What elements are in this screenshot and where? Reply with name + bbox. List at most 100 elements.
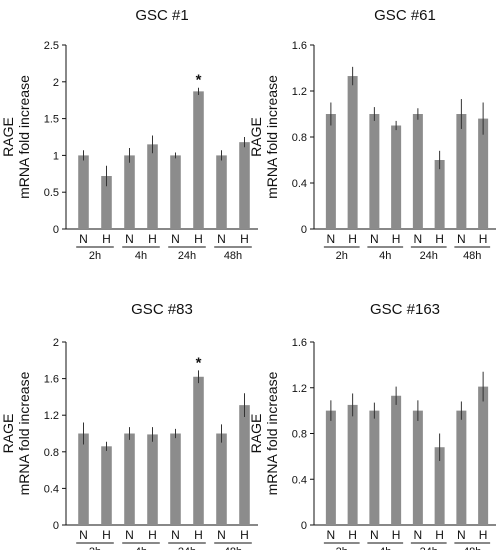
y-tick-label: 0 [53,520,59,532]
bar [412,410,423,525]
bar [369,114,380,229]
y-tick-label: 0.8 [292,132,307,144]
bar [456,114,467,229]
bar [369,410,380,525]
x-group-label: 48h [463,250,481,262]
y-tick-label: 1.2 [292,86,307,98]
bar [147,434,158,525]
x-group-label: 48h [224,250,242,262]
y-axis-label: RAGEmRNA fold increase [248,75,280,199]
panel-title: GSC #61 [374,7,436,24]
y-tick-label: 0.4 [292,178,307,190]
panel-2: GSC #61 RAGEmRNA fold increase 0 0.4 0.8 1.2 1… [248,7,496,262]
x-category-label: N [217,528,226,542]
x-category-label: N [79,232,88,246]
y-axis-label-line-2: mRNA fold increase [264,75,280,199]
y-tick-label: 0 [53,224,59,236]
x-group-label: 4h [135,250,147,262]
x-group-label: 2h [336,546,348,550]
y-tick-label: 0.5 [44,187,59,199]
y-tick-label: 1.2 [44,410,59,422]
y-tick-label: 1.6 [292,40,307,52]
x-category-label: H [194,232,203,246]
bar [78,155,89,229]
x-group-label: 4h [379,546,391,550]
y-tick-label: 0 [301,520,307,532]
bar [193,91,204,229]
bar [124,433,135,525]
x-category-label: H [240,528,249,542]
x-category-label: N [125,528,134,542]
y-axis-label-line-1: RAGE [0,117,16,157]
y-tick-label: 2.5 [44,40,59,52]
y-axis-label-line-1: RAGE [248,117,264,157]
y-axis-label-line-1: RAGE [248,414,264,454]
x-category-label: H [435,528,444,542]
x-category-label: H [194,528,203,542]
y-tick-label: 0.4 [292,474,307,486]
bar [124,155,135,229]
x-category-label: H [348,232,357,246]
x-group-label: 24h [178,546,196,550]
y-tick-label: 2 [53,337,59,349]
x-category-label: N [171,232,180,246]
bar [78,433,89,525]
y-tick-label: 0 [301,224,307,236]
x-category-label: N [79,528,88,542]
bar [456,410,467,525]
bar [216,155,227,229]
bar [325,410,336,525]
y-axis-label-line-2: mRNA fold increase [264,371,280,495]
x-category-label: H [348,528,357,542]
y-tick-label: 1.5 [44,114,59,126]
x-category-label: H [240,232,249,246]
y-axis-label: RAGEmRNA fold increase [0,75,32,199]
panel-1: GSC #1 RAGEmRNA fold increase 0 0.5 1 1.5 2 2.5… [0,7,258,262]
y-tick-label: 0.4 [44,483,59,495]
x-category-label: H [148,232,157,246]
x-category-label: H [392,232,401,246]
x-category-label: H [148,528,157,542]
bar [101,176,112,229]
y-axis-label: RAGEmRNA fold increase [248,371,280,495]
x-group-label: 24h [420,546,438,550]
panel-4: GSC #163 RAGEmRNA fold increase 0 0.4 0.8 1.2… [248,301,496,550]
x-category-label: N [414,528,423,542]
x-group-label: 2h [89,546,101,550]
x-group-label: 4h [379,250,391,262]
bar [147,144,158,229]
bar [391,395,402,525]
significance-star: * [196,354,202,371]
x-category-label: N [370,528,379,542]
x-group-label: 48h [224,546,242,550]
y-tick-label: 0.8 [292,429,307,441]
y-axis-label-line-1: RAGE [0,414,16,454]
x-category-label: H [102,528,111,542]
y-tick-label: 2 [53,77,59,89]
x-category-label: N [125,232,134,246]
panel-title: GSC #1 [135,7,188,24]
bar [412,114,423,229]
x-category-label: H [102,232,111,246]
bar [478,118,489,229]
x-category-label: N [217,232,226,246]
x-category-label: N [171,528,180,542]
bar [170,433,181,525]
y-axis-label-line-2: mRNA fold increase [16,371,32,495]
bar [170,155,181,229]
bar [434,160,445,229]
x-category-label: N [457,232,466,246]
panel-3: GSC #83 RAGEmRNA fold increase 0 0.4 0.8 1.2 1… [0,301,258,550]
bar [193,376,204,525]
y-tick-label: 1.2 [292,383,307,395]
x-group-label: 24h [420,250,438,262]
bar [101,446,112,525]
y-tick-label: 1 [53,150,59,162]
y-tick-label: 1.6 [44,374,59,386]
panel-title: GSC #163 [370,301,440,318]
x-category-label: N [370,232,379,246]
x-category-label: N [327,232,336,246]
bar [347,76,358,229]
y-axis-label: RAGEmRNA fold increase [0,371,32,495]
